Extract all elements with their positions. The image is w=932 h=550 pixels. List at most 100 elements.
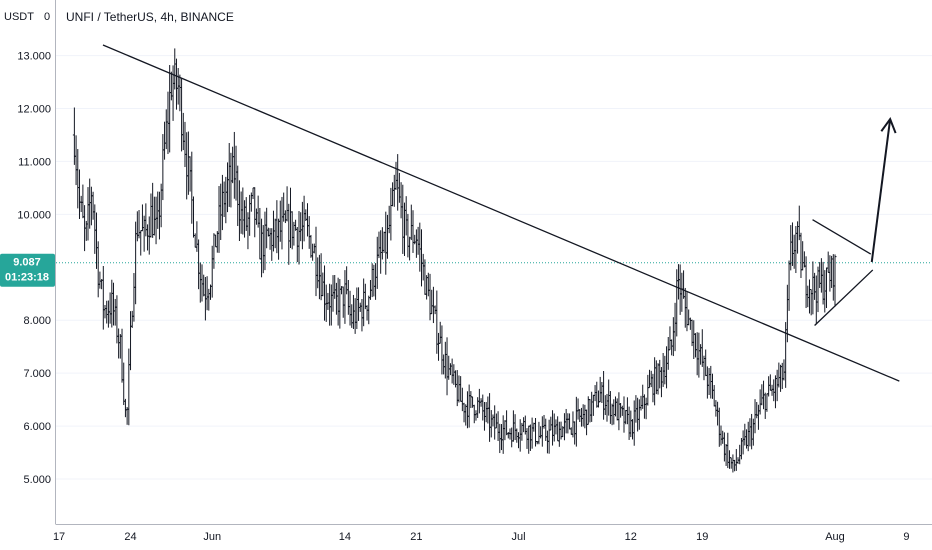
ohlc-bar[interactable] <box>748 418 752 447</box>
drawing-tools[interactable] <box>102 44 900 382</box>
ohlc-bar[interactable] <box>420 229 424 287</box>
ohlc-bar[interactable] <box>241 187 245 235</box>
ohlc-bar[interactable] <box>710 373 714 399</box>
ohlc-bar[interactable] <box>557 421 561 447</box>
ohlc-bar[interactable] <box>306 203 310 237</box>
time-axis[interactable]: 17 24 Jun 14 21 Jul 12 19 Aug 9 <box>53 531 910 543</box>
ohlc-bar[interactable] <box>583 404 587 429</box>
ohlc-bar[interactable] <box>484 402 488 423</box>
ohlc-bar[interactable] <box>612 399 616 425</box>
ohlc-bar[interactable] <box>152 196 156 236</box>
ohlc-bar[interactable] <box>360 298 364 332</box>
ohlc-bar[interactable] <box>821 261 825 305</box>
ohlc-bar[interactable] <box>539 426 543 439</box>
ohlc-bar[interactable] <box>438 321 442 344</box>
ohlc-bar[interactable] <box>243 200 247 238</box>
ohlc-bar[interactable] <box>222 181 226 217</box>
ohlc-bar[interactable] <box>716 401 720 426</box>
ohlc-bar[interactable] <box>163 121 167 160</box>
ohlc-bar[interactable] <box>198 262 202 303</box>
ohlc-bar[interactable] <box>447 355 451 380</box>
ohlc-bar[interactable] <box>501 415 505 454</box>
ohlc-bar[interactable] <box>699 344 703 365</box>
ohlc-bar[interactable] <box>195 221 199 252</box>
ohlc-bar[interactable] <box>302 195 306 242</box>
ohlc-bar[interactable] <box>682 270 686 299</box>
ohlc-bar[interactable] <box>477 388 481 414</box>
ohlc-bar[interactable] <box>392 174 396 207</box>
ohlc-bar[interactable] <box>629 410 633 438</box>
ohlc-bar[interactable] <box>127 348 131 426</box>
ohlc-bar[interactable] <box>323 265 327 321</box>
ohlc-bar[interactable] <box>307 216 311 249</box>
ohlc-bar[interactable] <box>619 402 623 418</box>
ohlc-bar[interactable] <box>733 459 737 472</box>
ohlc-bar[interactable] <box>440 325 444 375</box>
ohlc-bar[interactable] <box>828 255 832 292</box>
ohlc-bar[interactable] <box>174 58 178 110</box>
ohlc-bar[interactable] <box>517 432 521 449</box>
ohlc-bar[interactable] <box>826 251 830 273</box>
ohlc-bar[interactable] <box>76 149 80 209</box>
ohlc-bar[interactable] <box>719 425 723 446</box>
ohlc-bar[interactable] <box>231 146 235 184</box>
ohlc-bar[interactable] <box>370 263 374 298</box>
pennant-lower-line[interactable] <box>814 269 874 326</box>
ohlc-bar[interactable] <box>207 288 211 311</box>
ohlc-bar[interactable] <box>595 381 599 408</box>
ohlc-bar[interactable] <box>824 267 828 309</box>
ohlc-bar[interactable] <box>663 355 667 385</box>
ohlc-bar[interactable] <box>568 413 572 430</box>
ohlc-bar[interactable] <box>200 264 204 302</box>
ohlc-bar[interactable] <box>263 211 267 271</box>
ohlc-bar[interactable] <box>234 145 238 201</box>
ohlc-bar[interactable] <box>593 385 597 402</box>
ohlc-bar[interactable] <box>474 410 478 421</box>
ohlc-bar[interactable] <box>773 375 777 409</box>
ohlc-bar[interactable] <box>239 191 243 234</box>
ohlc-bar[interactable] <box>350 304 354 328</box>
ohlc-bar[interactable] <box>814 275 818 325</box>
ohlc-bar[interactable] <box>617 392 621 431</box>
ohlc-bar[interactable] <box>637 399 641 430</box>
ohlc-bar[interactable] <box>459 376 463 402</box>
ohlc-bar[interactable] <box>309 234 313 258</box>
ohlc-bar[interactable] <box>775 369 779 402</box>
ohlc-bar[interactable] <box>770 384 774 396</box>
ohlc-bar[interactable] <box>282 192 286 222</box>
ohlc-bar[interactable] <box>450 358 454 384</box>
ohlc-bar[interactable] <box>452 364 456 385</box>
ohlc-bar[interactable] <box>343 270 347 324</box>
ohlc-bar[interactable] <box>505 410 509 436</box>
ohlc-bar[interactable] <box>193 233 197 248</box>
ohlc-bar[interactable] <box>227 143 231 207</box>
ohlc-bar[interactable] <box>751 418 755 446</box>
ohlc-bar[interactable] <box>232 131 236 199</box>
ohlc-bar[interactable] <box>391 182 395 207</box>
ohlc-bar[interactable] <box>574 396 578 447</box>
ohlc-bar[interactable] <box>547 419 551 454</box>
ohlc-bar[interactable] <box>564 408 568 434</box>
ohlc-bar[interactable] <box>755 402 759 419</box>
ohlc-bar[interactable] <box>653 357 657 406</box>
ohlc-bar[interactable] <box>81 184 85 219</box>
ohlc-bar[interactable] <box>77 169 81 219</box>
ohlc-bar[interactable] <box>328 283 332 326</box>
ohlc-bar[interactable] <box>642 394 646 419</box>
descending-trendline[interactable] <box>102 44 900 382</box>
ohlc-bar[interactable] <box>585 409 589 436</box>
ohlc-bar[interactable] <box>714 400 718 417</box>
ohlc-bar[interactable] <box>278 200 282 242</box>
ohlc-bar[interactable] <box>210 245 214 298</box>
ohlc-bar[interactable] <box>190 151 194 224</box>
ohlc-bar[interactable] <box>351 294 355 330</box>
ohlc-bar[interactable] <box>562 413 566 441</box>
ohlc-bar[interactable] <box>197 239 201 290</box>
ohlc-bar[interactable] <box>312 243 316 254</box>
ohlc-bar[interactable] <box>268 228 272 250</box>
ohlc-bar[interactable] <box>316 257 320 289</box>
ohlc-bar[interactable] <box>108 292 112 324</box>
ohlc-bar[interactable] <box>576 398 580 420</box>
ohlc-bar[interactable] <box>418 222 422 272</box>
ohlc-bar[interactable] <box>676 264 680 300</box>
